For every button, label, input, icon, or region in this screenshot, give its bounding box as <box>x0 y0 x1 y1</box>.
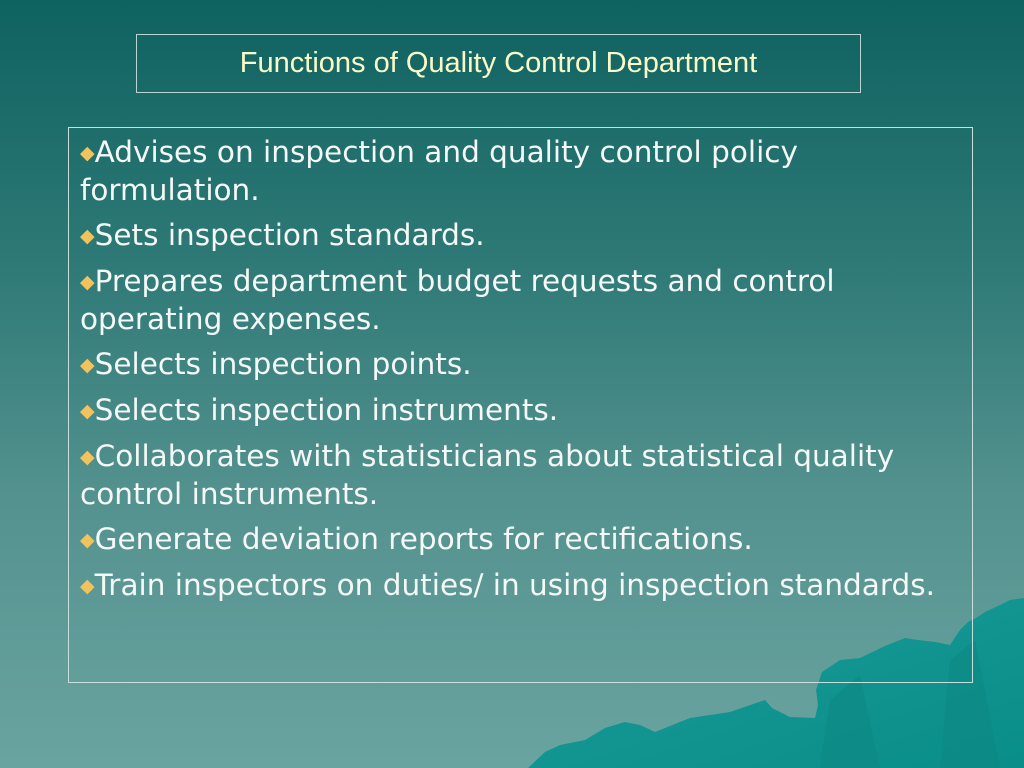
content-box: ◆Advises on inspection and quality contr… <box>68 127 973 683</box>
list-item: ◆Selects inspection points. <box>80 346 964 384</box>
item-text: Collaborates with statisticians about st… <box>80 439 895 511</box>
diamond-icon: ◆ <box>80 575 95 597</box>
list-item: ◆Sets inspection standards. <box>80 217 964 255</box>
diamond-icon: ◆ <box>80 446 95 468</box>
item-text: Prepares department budget requests and … <box>80 264 835 336</box>
title-box: Functions of Quality Control Department <box>136 34 861 93</box>
diamond-icon: ◆ <box>80 529 95 551</box>
list-item: ◆Collaborates with statisticians about s… <box>80 438 964 513</box>
item-text: Advises on inspection and quality contro… <box>80 135 798 207</box>
diamond-icon: ◆ <box>80 225 95 247</box>
item-text: Generate deviation reports for rectifica… <box>94 522 753 556</box>
slide-title: Functions of Quality Control Department <box>239 47 758 79</box>
list-item: ◆Advises on inspection and quality contr… <box>80 134 964 209</box>
list-item: ◆Generate deviation reports for rectific… <box>80 521 964 559</box>
item-text: Train inspectors on duties/ in using ins… <box>94 568 935 602</box>
item-text: Selects inspection points. <box>94 347 472 381</box>
diamond-icon: ◆ <box>80 142 95 164</box>
item-text: Selects inspection instruments. <box>94 393 559 427</box>
list-item: ◆Prepares department budget requests and… <box>80 263 964 338</box>
item-text: Sets inspection standards. <box>94 218 485 252</box>
diamond-icon: ◆ <box>80 354 95 376</box>
diamond-icon: ◆ <box>80 271 95 293</box>
list-item: ◆Train inspectors on duties/ in using in… <box>80 567 964 605</box>
diamond-icon: ◆ <box>80 400 95 422</box>
list-item: ◆Selects inspection instruments. <box>80 392 964 430</box>
